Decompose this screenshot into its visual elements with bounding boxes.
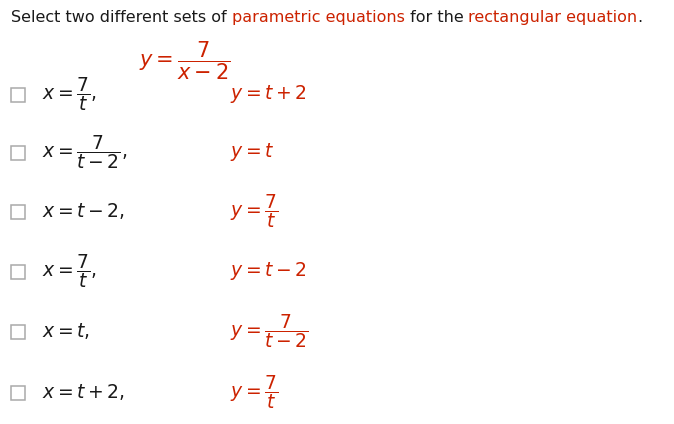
Bar	[11, 146, 25, 160]
Text: rectangular equation: rectangular equation	[468, 10, 638, 25]
Bar	[11, 386, 25, 400]
Bar	[11, 265, 25, 279]
Text: $y = t - 2$: $y = t - 2$	[230, 260, 307, 282]
Text: for the: for the	[404, 10, 468, 25]
Text: .: .	[638, 10, 643, 25]
Text: $x = \dfrac{7}{t - 2},$: $x = \dfrac{7}{t - 2},$	[42, 133, 127, 171]
Bar	[11, 88, 25, 102]
Bar	[11, 325, 25, 339]
Text: $y = \dfrac{7}{t}$: $y = \dfrac{7}{t}$	[230, 192, 278, 230]
Text: $x = t,$: $x = t,$	[42, 321, 90, 341]
Text: Select two different sets of: Select two different sets of	[11, 10, 232, 25]
Text: parametric equations: parametric equations	[232, 10, 404, 25]
Text: $y = t$: $y = t$	[230, 141, 274, 163]
Text: $y = t + 2$: $y = t + 2$	[230, 83, 307, 105]
Text: $y = \dfrac{7}{x - 2}$: $y = \dfrac{7}{x - 2}$	[139, 39, 231, 81]
Text: $y = \dfrac{7}{t}$: $y = \dfrac{7}{t}$	[230, 373, 278, 411]
Bar	[11, 205, 25, 219]
Text: $x = t + 2,$: $x = t + 2,$	[42, 382, 125, 402]
Text: $x = t - 2,$: $x = t - 2,$	[42, 201, 125, 221]
Text: $x = \dfrac{7}{t},$: $x = \dfrac{7}{t},$	[42, 75, 97, 113]
Text: $x = \dfrac{7}{t},$: $x = \dfrac{7}{t},$	[42, 252, 97, 290]
Text: $y = \dfrac{7}{t - 2}$: $y = \dfrac{7}{t - 2}$	[230, 312, 309, 350]
